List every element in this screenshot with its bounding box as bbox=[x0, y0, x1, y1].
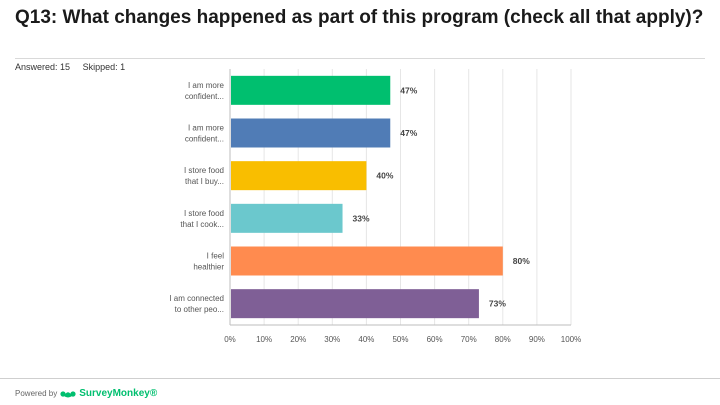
category-label: I am more bbox=[188, 124, 225, 133]
category-label: that I cook... bbox=[180, 220, 224, 229]
x-tick-label: 70% bbox=[461, 335, 477, 344]
skipped-count: Skipped: 1 bbox=[82, 62, 126, 72]
x-tick-label: 50% bbox=[392, 335, 408, 344]
category-label: I am more bbox=[188, 81, 225, 90]
x-tick-label: 20% bbox=[290, 335, 306, 344]
footer: Powered by SurveyMonkey® bbox=[15, 386, 157, 400]
footer-divider bbox=[0, 378, 720, 379]
bar bbox=[231, 161, 367, 191]
category-label: I am connected bbox=[169, 294, 224, 303]
category-label: confident... bbox=[185, 135, 224, 144]
bar bbox=[231, 75, 391, 105]
bar bbox=[231, 289, 479, 319]
x-tick-label: 60% bbox=[427, 335, 443, 344]
brand-text: SurveyMonkey bbox=[79, 387, 150, 399]
bar-value-label: 47% bbox=[400, 128, 417, 138]
title-divider bbox=[15, 58, 705, 59]
response-counts: Answered: 15 Skipped: 1 bbox=[15, 62, 135, 72]
category-label: to other peo... bbox=[175, 305, 224, 314]
answered-count: Answered: 15 bbox=[15, 62, 71, 72]
category-label: I feel bbox=[207, 252, 225, 261]
x-tick-label: 90% bbox=[529, 335, 545, 344]
x-tick-label: 10% bbox=[256, 335, 272, 344]
brand-name: SurveyMonkey® bbox=[79, 388, 157, 399]
x-tick-label: 0% bbox=[224, 335, 236, 344]
brand-suffix: ® bbox=[149, 387, 158, 399]
x-tick-label: 40% bbox=[358, 335, 374, 344]
x-tick-label: 80% bbox=[495, 335, 511, 344]
bar bbox=[231, 246, 503, 276]
category-label: I store food bbox=[184, 209, 224, 218]
bar-value-label: 73% bbox=[489, 299, 506, 309]
category-label: confident... bbox=[185, 92, 224, 101]
page-title: Q13: What changes happened as part of th… bbox=[15, 7, 704, 28]
surveymonkey-logo-icon bbox=[60, 390, 76, 397]
category-label: that I buy... bbox=[185, 177, 224, 186]
category-label: healthier bbox=[193, 263, 224, 272]
bar-value-label: 40% bbox=[376, 171, 393, 181]
bar bbox=[231, 118, 391, 148]
x-tick-label: 30% bbox=[324, 335, 340, 344]
category-label: I store food bbox=[184, 166, 224, 175]
bar bbox=[231, 203, 343, 233]
powered-by-text: Powered by bbox=[15, 388, 58, 398]
bar-value-label: 47% bbox=[400, 85, 417, 95]
bar-value-label: 33% bbox=[353, 213, 370, 223]
bar-value-label: 80% bbox=[513, 256, 530, 266]
x-tick-label: 100% bbox=[561, 335, 581, 344]
